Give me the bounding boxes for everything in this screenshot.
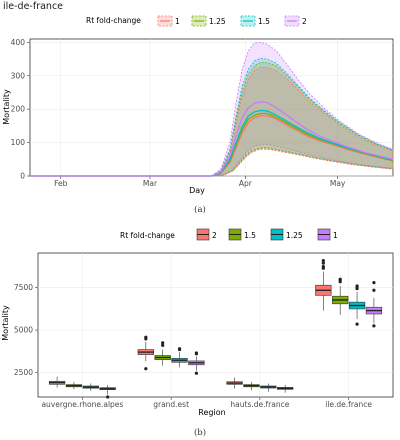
outlier-point <box>321 264 325 269</box>
ribbon-series-2 <box>30 41 394 177</box>
outlier-point <box>321 259 325 263</box>
ribbon-series-1.25 <box>30 61 394 177</box>
outlier-point <box>194 371 199 375</box>
outlier-point <box>177 347 182 351</box>
outlier-point <box>372 288 376 292</box>
chart-b-ytick-label: 5000 <box>14 326 33 335</box>
ribbon-series-1 <box>30 67 394 177</box>
chart-b-legend-title: Rt fold-change <box>120 231 175 240</box>
line-series-1.5 <box>30 109 394 177</box>
outlier-point <box>161 343 165 347</box>
outlier-point <box>338 277 342 281</box>
box-1.25-hauts.de.france <box>260 383 277 392</box>
box-1.5-ile.de.france <box>332 277 349 315</box>
chart-a-ytick-label: 300 <box>11 71 26 80</box>
chart-b-xtick-label: ile.de.france <box>325 400 372 409</box>
ribbon-series-1.5 <box>30 57 394 177</box>
outlier-point <box>372 324 376 328</box>
line-series-1 <box>30 115 394 177</box>
chart-a-xtick-label: Apr <box>239 179 253 188</box>
outlier-point <box>355 322 359 326</box>
outlier-point <box>161 341 165 345</box>
chart-b: 2500 5000 7500 auvergne.rhone.alpes grand.es… <box>14 228 394 409</box>
line-series-2 <box>30 101 394 177</box>
box-2-hauts.de.france <box>226 377 243 389</box>
legend-label-1: 1 <box>175 17 180 26</box>
box-1-auvergne.rhone.alpes <box>99 385 116 399</box>
box-1.5-auvergne.rhone.alpes <box>65 381 83 390</box>
legend-label-1.5: 1.5 <box>258 17 270 26</box>
caption-a: (a) <box>194 204 206 215</box>
chart-b-xtick-label: grand.est <box>153 400 189 409</box>
legend-label-1: 1 <box>333 231 338 240</box>
chart-a-ytick-label: 0 <box>20 172 25 181</box>
outlier-point <box>106 395 110 399</box>
chart-a: 0 100 200 300 400 Feb Mar Apr May 1 1.25 1.5 2 <box>11 15 394 188</box>
box-1-ile.de.france <box>365 281 383 328</box>
legend-label-1.5: 1.5 <box>244 231 256 240</box>
box-2-ile.de.france <box>315 259 332 311</box>
box-2-grand.est <box>137 335 154 371</box>
chart-b-ytick-label: 2500 <box>14 368 33 377</box>
box-1.25-grand.est <box>171 347 188 368</box>
outlier-point <box>144 335 148 339</box>
chart-b-panel <box>37 252 394 398</box>
outlier-point <box>355 284 359 288</box>
legend-label-2: 2 <box>302 17 307 26</box>
chart-b-ytick-label: 7500 <box>14 283 33 292</box>
chart-a-xtick-label: May <box>330 179 346 188</box>
chart-a-ytick-label: 200 <box>11 105 26 114</box>
chart-a-xtick-label: Feb <box>54 179 68 188</box>
box-1-hauts.de.france <box>277 384 294 393</box>
caption-b: (b) <box>194 427 206 438</box>
outlier-point <box>372 281 376 285</box>
box-1.25-auvergne.rhone.alpes <box>82 383 99 392</box>
legend-label-1.25: 1.25 <box>286 231 303 240</box>
box-1.5-grand.est <box>154 341 171 366</box>
outlier-point <box>144 367 148 371</box>
box-2-auvergne.rhone.alpes <box>48 376 66 388</box>
chart-b-ylabel: Mortality <box>1 305 10 341</box>
chart-a-xlabel: Day <box>189 186 205 195</box>
legend-label-2: 2 <box>212 231 217 240</box>
chart-b-xtick-label: hauts.de.france <box>230 400 289 409</box>
box-1.5-hauts.de.france <box>243 381 260 391</box>
chart-a-ylabel: Mortality <box>2 89 11 125</box>
box-1.25-ile.de.france <box>348 284 366 326</box>
chart-a-ytick-label: 100 <box>11 138 26 147</box>
chart-a-ytick-label: 400 <box>11 38 26 47</box>
chart-b-xlabel: Region <box>198 408 225 417</box>
outlier-point <box>194 351 199 355</box>
chart-a-panel <box>29 38 394 177</box>
chart-a-xtick-label: Mar <box>143 179 158 188</box>
legend-label-1.25: 1.25 <box>209 17 226 26</box>
box-1-grand.est <box>188 351 205 375</box>
chart-a-title: ile-de-france <box>3 1 63 12</box>
chart-b-xtick-label: auvergne.rhone.alpes <box>41 400 123 409</box>
chart-a-legend-title: Rt fold-change <box>86 16 141 25</box>
outlier-point <box>321 261 325 265</box>
